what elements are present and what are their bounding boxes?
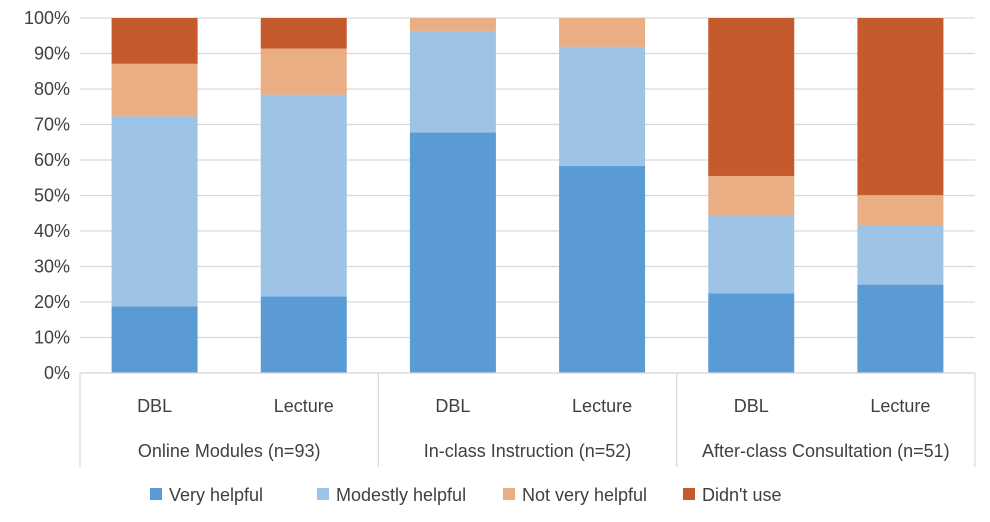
y-tick-label: 40% <box>34 221 70 241</box>
bar-segment-modestly-helpful <box>260 94 347 297</box>
bar-segment-very-helpful <box>260 296 347 373</box>
y-tick-label: 0% <box>44 363 70 383</box>
legend-swatch <box>503 488 515 500</box>
group-label: After-class Consultation (n=51) <box>702 441 950 461</box>
bar-segment-very-helpful <box>857 284 944 373</box>
bar-segment-didn-t-use <box>857 18 944 196</box>
legend-label: Didn't use <box>702 485 781 505</box>
bar-segment-didn-t-use <box>260 18 347 49</box>
y-tick-label: 100% <box>24 8 70 28</box>
y-tick-label: 10% <box>34 328 70 348</box>
y-tick-label: 30% <box>34 257 70 277</box>
bar-segment-very-helpful <box>111 306 198 373</box>
bar-segment-not-very-helpful <box>559 18 646 47</box>
bar-segment-modestly-helpful <box>857 224 944 285</box>
category-label: DBL <box>734 396 769 416</box>
legend-label: Very helpful <box>169 485 263 505</box>
legend-swatch <box>317 488 329 500</box>
group-label: Online Modules (n=93) <box>138 441 321 461</box>
bar-segment-modestly-helpful <box>708 215 795 294</box>
bar-segment-very-helpful <box>559 166 646 373</box>
category-label: Lecture <box>572 396 632 416</box>
bar-segment-not-very-helpful <box>857 195 944 225</box>
bar-segment-modestly-helpful <box>111 116 198 307</box>
y-tick-label: 60% <box>34 150 70 170</box>
group-label: In-class Instruction (n=52) <box>424 441 632 461</box>
bar-segment-very-helpful <box>708 293 795 373</box>
bar-segment-not-very-helpful <box>111 63 198 117</box>
legend-label: Modestly helpful <box>336 485 466 505</box>
legend-swatch <box>683 488 695 500</box>
bar-segment-not-very-helpful <box>260 48 347 95</box>
category-label: DBL <box>137 396 172 416</box>
bar-segment-very-helpful <box>409 132 496 373</box>
legend-swatch <box>150 488 162 500</box>
y-tick-label: 20% <box>34 292 70 312</box>
bar-segment-modestly-helpful <box>559 46 646 167</box>
bar-segment-not-very-helpful <box>708 175 795 216</box>
bar-segment-modestly-helpful <box>409 30 496 133</box>
y-tick-label: 50% <box>34 186 70 206</box>
bar-segment-didn-t-use <box>708 18 795 176</box>
category-label: DBL <box>435 396 470 416</box>
bar-segment-didn-t-use <box>111 18 198 64</box>
y-tick-label: 70% <box>34 115 70 135</box>
y-tick-label: 80% <box>34 79 70 99</box>
y-tick-label: 90% <box>34 44 70 64</box>
category-label: Lecture <box>870 396 930 416</box>
bar-segment-not-very-helpful <box>409 18 496 31</box>
category-label: Lecture <box>274 396 334 416</box>
legend-label: Not very helpful <box>522 485 647 505</box>
